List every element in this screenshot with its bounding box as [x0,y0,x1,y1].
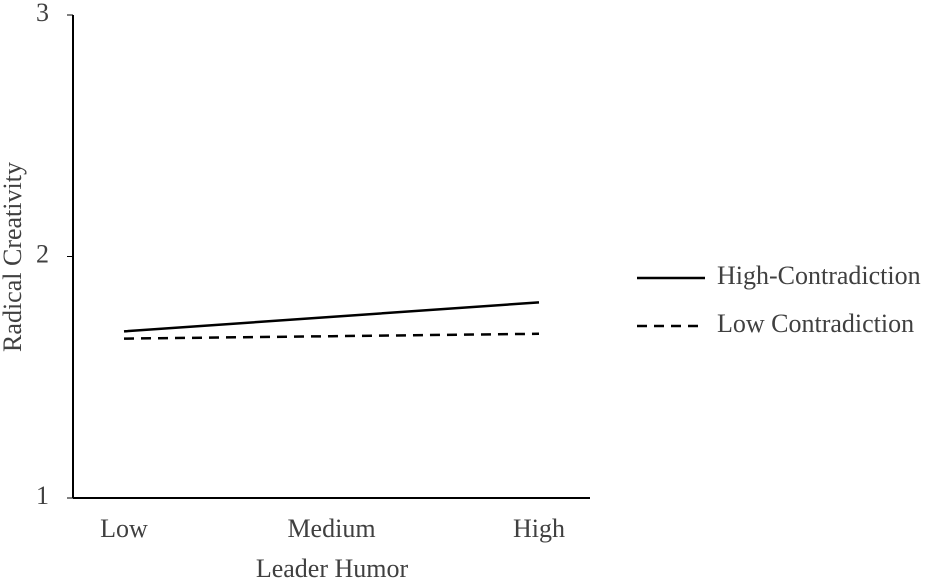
y-axis-label: Radical Creativity [0,162,27,352]
y-tick-label: 3 [36,0,49,27]
x-tick-label: Low [100,514,148,543]
y-tick-label: 1 [36,481,49,510]
legend-label: High-Contradiction [717,261,921,290]
series-line [123,332,540,340]
x-axis-label: Leader Humor [256,554,409,583]
series-line [123,301,540,333]
x-tick-label: High [513,514,565,543]
y-tick-label: 2 [36,239,49,268]
x-tick-label: Medium [287,514,375,543]
legend-label: Low Contradiction [717,309,914,338]
